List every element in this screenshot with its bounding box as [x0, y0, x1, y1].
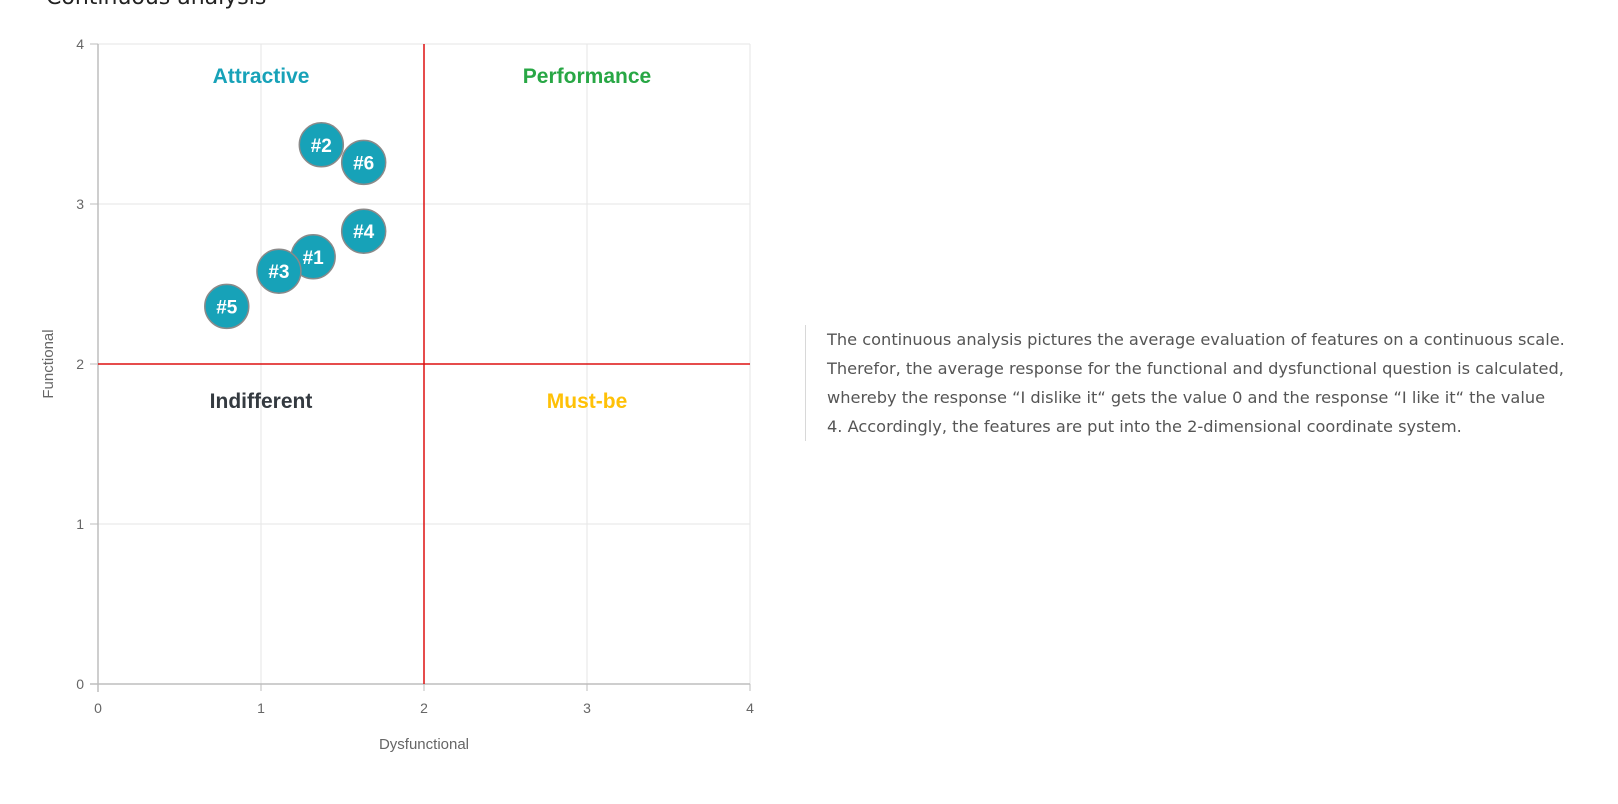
feature-point — [340, 139, 387, 186]
page-title: Continuous analysis — [46, 0, 266, 10]
feature-point-label: #4 — [353, 222, 375, 243]
feature-point — [340, 208, 387, 254]
quadrant-label-performance: Performance — [523, 65, 651, 88]
x-axis-title: Dysfunctional — [379, 736, 469, 753]
feature-point — [298, 122, 345, 168]
continuous-analysis-chart: 0 1 2 3 4 0 1 2 3 4 Dysfunctional Functional Attract… — [40, 36, 754, 753]
y-tick-label: 0 — [76, 676, 84, 692]
x-tick-label: 4 — [746, 700, 754, 716]
y-tick-label: 4 — [76, 36, 84, 52]
x-tick-label: 3 — [583, 700, 591, 716]
feature-point — [204, 283, 250, 330]
quadrant-label-must-be: Must-be — [547, 390, 628, 413]
quadrant-label-indifferent: Indifferent — [210, 390, 313, 413]
x-tick-label: 1 — [257, 700, 265, 716]
quadrant-label-attractive: Attractive — [213, 65, 310, 88]
feature-point-label: #1 — [303, 248, 325, 269]
description-panel: The continuous analysis pictures the ave… — [805, 325, 1565, 441]
y-tick-label: 3 — [76, 196, 84, 212]
feature-point-label: #6 — [353, 153, 374, 174]
feature-point-label: #3 — [268, 262, 289, 283]
x-tick-label: 2 — [420, 700, 428, 716]
y-axis-title: Functional — [40, 329, 57, 398]
feature-point — [256, 248, 302, 294]
feature-point-label: #5 — [216, 297, 238, 318]
y-tick-label: 2 — [76, 356, 84, 372]
feature-point-label: #2 — [311, 136, 332, 157]
description-text: The continuous analysis pictures the ave… — [827, 330, 1565, 436]
y-tick-label: 1 — [76, 516, 84, 532]
x-tick-label: 0 — [94, 700, 102, 716]
